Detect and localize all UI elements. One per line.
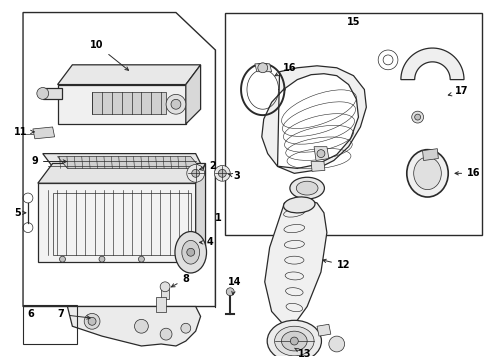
Ellipse shape (175, 231, 206, 273)
Polygon shape (265, 198, 327, 331)
Text: 17: 17 (448, 86, 469, 96)
Ellipse shape (284, 197, 315, 213)
Text: 8: 8 (172, 274, 189, 287)
Text: 7: 7 (57, 309, 90, 319)
Circle shape (187, 165, 204, 182)
Bar (23, 305, 77, 344)
Circle shape (84, 314, 100, 329)
Circle shape (415, 114, 420, 120)
Polygon shape (43, 154, 205, 173)
Circle shape (219, 170, 226, 177)
Circle shape (99, 256, 105, 262)
Text: 16: 16 (455, 168, 481, 178)
Polygon shape (262, 66, 367, 173)
Circle shape (166, 94, 186, 114)
Circle shape (160, 328, 172, 340)
Polygon shape (255, 64, 271, 72)
Circle shape (412, 111, 423, 123)
Ellipse shape (182, 240, 199, 264)
Circle shape (317, 150, 325, 158)
Polygon shape (161, 287, 169, 299)
Text: 11: 11 (14, 127, 34, 137)
Text: 2: 2 (199, 161, 216, 171)
Polygon shape (314, 147, 329, 161)
Circle shape (181, 323, 191, 333)
Polygon shape (311, 162, 325, 171)
Text: 15: 15 (347, 17, 360, 27)
Text: 6: 6 (27, 309, 34, 319)
Text: 16: 16 (275, 63, 296, 76)
Circle shape (215, 166, 230, 181)
Text: 12: 12 (323, 259, 350, 270)
Polygon shape (38, 183, 196, 262)
Polygon shape (92, 93, 166, 114)
Polygon shape (68, 306, 200, 346)
Ellipse shape (290, 177, 324, 199)
Polygon shape (186, 65, 200, 124)
Circle shape (187, 248, 195, 256)
Text: 3: 3 (228, 171, 241, 181)
Ellipse shape (267, 320, 321, 360)
Text: 5: 5 (15, 208, 26, 218)
Ellipse shape (407, 150, 448, 197)
Circle shape (291, 337, 298, 345)
Polygon shape (156, 297, 166, 312)
Circle shape (226, 288, 234, 296)
Circle shape (139, 256, 145, 262)
Circle shape (329, 336, 344, 352)
Polygon shape (57, 65, 200, 85)
Polygon shape (422, 149, 439, 161)
Circle shape (171, 99, 181, 109)
Text: 1: 1 (215, 213, 222, 223)
Text: 9: 9 (31, 157, 67, 166)
Circle shape (59, 256, 66, 262)
Circle shape (135, 319, 148, 333)
Circle shape (160, 282, 170, 292)
Circle shape (88, 318, 96, 325)
Circle shape (37, 87, 49, 99)
Polygon shape (57, 157, 200, 168)
Polygon shape (57, 85, 186, 124)
Circle shape (192, 170, 199, 177)
Text: 13: 13 (294, 348, 311, 359)
Text: 10: 10 (90, 40, 128, 70)
Polygon shape (33, 127, 54, 139)
Ellipse shape (274, 326, 314, 356)
Polygon shape (317, 324, 331, 336)
Polygon shape (38, 163, 205, 183)
Text: 14: 14 (228, 277, 242, 295)
Polygon shape (401, 48, 464, 80)
Circle shape (178, 256, 184, 262)
Text: 4: 4 (199, 237, 214, 247)
Bar (225, 13, 482, 234)
Ellipse shape (296, 181, 318, 195)
Ellipse shape (414, 157, 441, 190)
Circle shape (258, 63, 268, 73)
Ellipse shape (281, 331, 307, 351)
Polygon shape (43, 87, 63, 99)
Polygon shape (196, 163, 205, 262)
